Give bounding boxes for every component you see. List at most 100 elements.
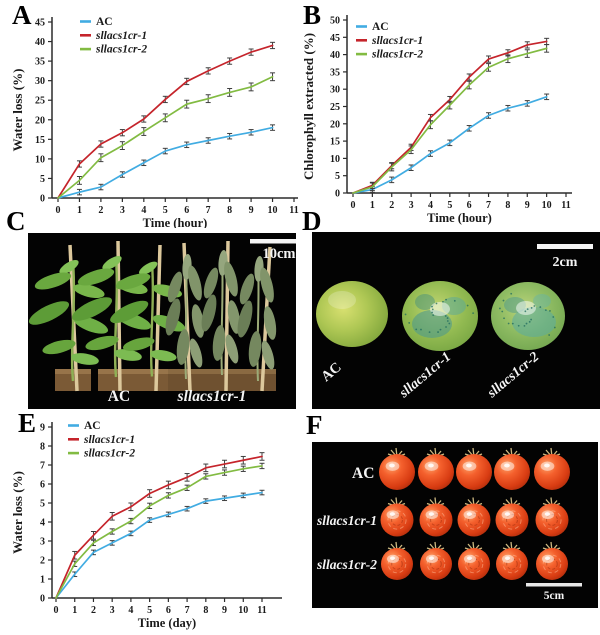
x-tick-label: 4 [141, 205, 146, 216]
fruit-sllacs1cr-2 [491, 282, 565, 350]
y-tick-label: 5 [40, 499, 45, 510]
panel-c-letter: C [6, 206, 26, 236]
stain-speckle [446, 317, 449, 319]
stain-speckle [442, 300, 444, 303]
series-line-sllacs1cr-1 [352, 40, 548, 194]
stain-speckle [439, 328, 442, 331]
tomato [381, 541, 413, 580]
stain-speckle [444, 315, 447, 317]
stain-speckle [404, 313, 407, 316]
x-tick-label: 10 [268, 205, 278, 216]
highlight-core [466, 556, 473, 560]
stain-speckle [530, 318, 533, 321]
x-tick-label: 0 [56, 205, 61, 216]
y-tick-label: 25 [35, 96, 45, 107]
row-label-sllacs1cr-1: sllacs1cr-1 [316, 513, 377, 528]
highlight-core [504, 463, 510, 468]
fruit-sllacs1cr-1 [402, 281, 478, 351]
y-tick-label: 10 [330, 154, 340, 165]
stain-speckle [428, 331, 431, 334]
tomato [458, 541, 490, 580]
y-tick-label: 30 [330, 85, 340, 96]
x-tick-label: 7 [185, 605, 190, 616]
panel-d-letter: D [302, 206, 322, 236]
y-tick-label: 6 [40, 480, 45, 491]
tomato-body [418, 454, 454, 490]
y-tick-label: 7 [40, 461, 45, 472]
x-tick-label: 4 [128, 605, 133, 616]
ripe-fruit-photo-panel: AC sllacs1cr-1 sllacs1cr-2 5cm [312, 442, 598, 608]
legend-label: sllacs1cr-2 [95, 44, 147, 56]
highlight-core [504, 512, 511, 516]
y-tick-label: 40 [35, 37, 45, 48]
highlight-core [544, 556, 551, 560]
stain-speckle [544, 309, 547, 312]
x-tick-label: 2 [91, 605, 96, 616]
tomato-body [379, 454, 415, 490]
x-tick-label: 6 [166, 605, 171, 616]
sepal [387, 447, 406, 458]
y-tick-label: 4 [40, 518, 45, 529]
series-line-AC [352, 95, 548, 194]
series-line-sllacs1cr-2 [57, 75, 274, 199]
tomato [536, 541, 568, 580]
sepal [387, 497, 406, 508]
tomato [496, 541, 528, 580]
tomato-body [458, 548, 490, 580]
stain-speckle [548, 334, 551, 336]
tomato-body [420, 548, 452, 580]
y-tick-label: 20 [35, 115, 45, 126]
x-tick-label: 11 [561, 200, 570, 211]
group-label-ac: AC [108, 388, 130, 405]
tomato [379, 447, 415, 490]
scale-bar-label: 5cm [544, 590, 565, 602]
tomato [494, 447, 530, 490]
stain-speckle [435, 302, 438, 305]
tomato-body [457, 503, 491, 537]
stain-speckle [437, 331, 439, 333]
y-tick-label: 25 [330, 102, 340, 113]
highlight-core [544, 463, 550, 468]
tomato [420, 541, 452, 580]
x-axis-title: Time (hour) [143, 216, 208, 228]
y-tick-label: 40 [330, 50, 340, 61]
group-label-sllacs1cr-1: sllacs1cr-1 [177, 388, 247, 405]
wrinkle [468, 558, 480, 570]
sepal [426, 541, 445, 552]
series-line-AC [57, 126, 274, 199]
x-tick-label: 5 [163, 205, 168, 216]
x-tick-label: 11 [257, 605, 266, 616]
series-line-sllacs1cr-2 [55, 465, 263, 599]
tomato [534, 447, 570, 490]
x-tick-label: 3 [120, 205, 125, 216]
y-axis-title: Chlorophyll extracted (%) [301, 33, 316, 180]
highlight-core [466, 463, 472, 468]
stain-speckle [507, 322, 510, 325]
y-tick-label: 10 [35, 154, 45, 165]
stain-speckle [431, 305, 433, 308]
water-loss-day-chart: 0 1 2 3 4 5 6 7 8 9 0 1 2 3 4 5 6 7 8 9 10 11 Time (day) Water … [10, 420, 282, 630]
wrinkle [464, 510, 484, 530]
x-tick-label: 9 [249, 205, 254, 216]
tomato [380, 497, 414, 537]
stain-speckle [502, 299, 505, 302]
stain-speckle [431, 311, 433, 314]
stain-speckle [552, 316, 555, 318]
stain-speckle [510, 292, 513, 295]
stain-speckle [539, 306, 542, 308]
x-axis-title: Time (day) [138, 616, 196, 630]
x-tick-label: 0 [351, 200, 356, 211]
sepal [464, 497, 483, 508]
y-tick-label: 35 [330, 67, 340, 78]
stain-speckle [528, 320, 531, 323]
wrinkle [464, 554, 484, 574]
wrinkle [387, 554, 407, 574]
stain-speckle [408, 322, 411, 324]
x-tick-label: 8 [227, 205, 232, 216]
stain-speckle [498, 307, 501, 310]
stain-speckle [501, 310, 504, 313]
y-tick-label: 8 [40, 442, 45, 453]
tomato [535, 497, 569, 537]
y-tick-label: 45 [330, 33, 340, 44]
